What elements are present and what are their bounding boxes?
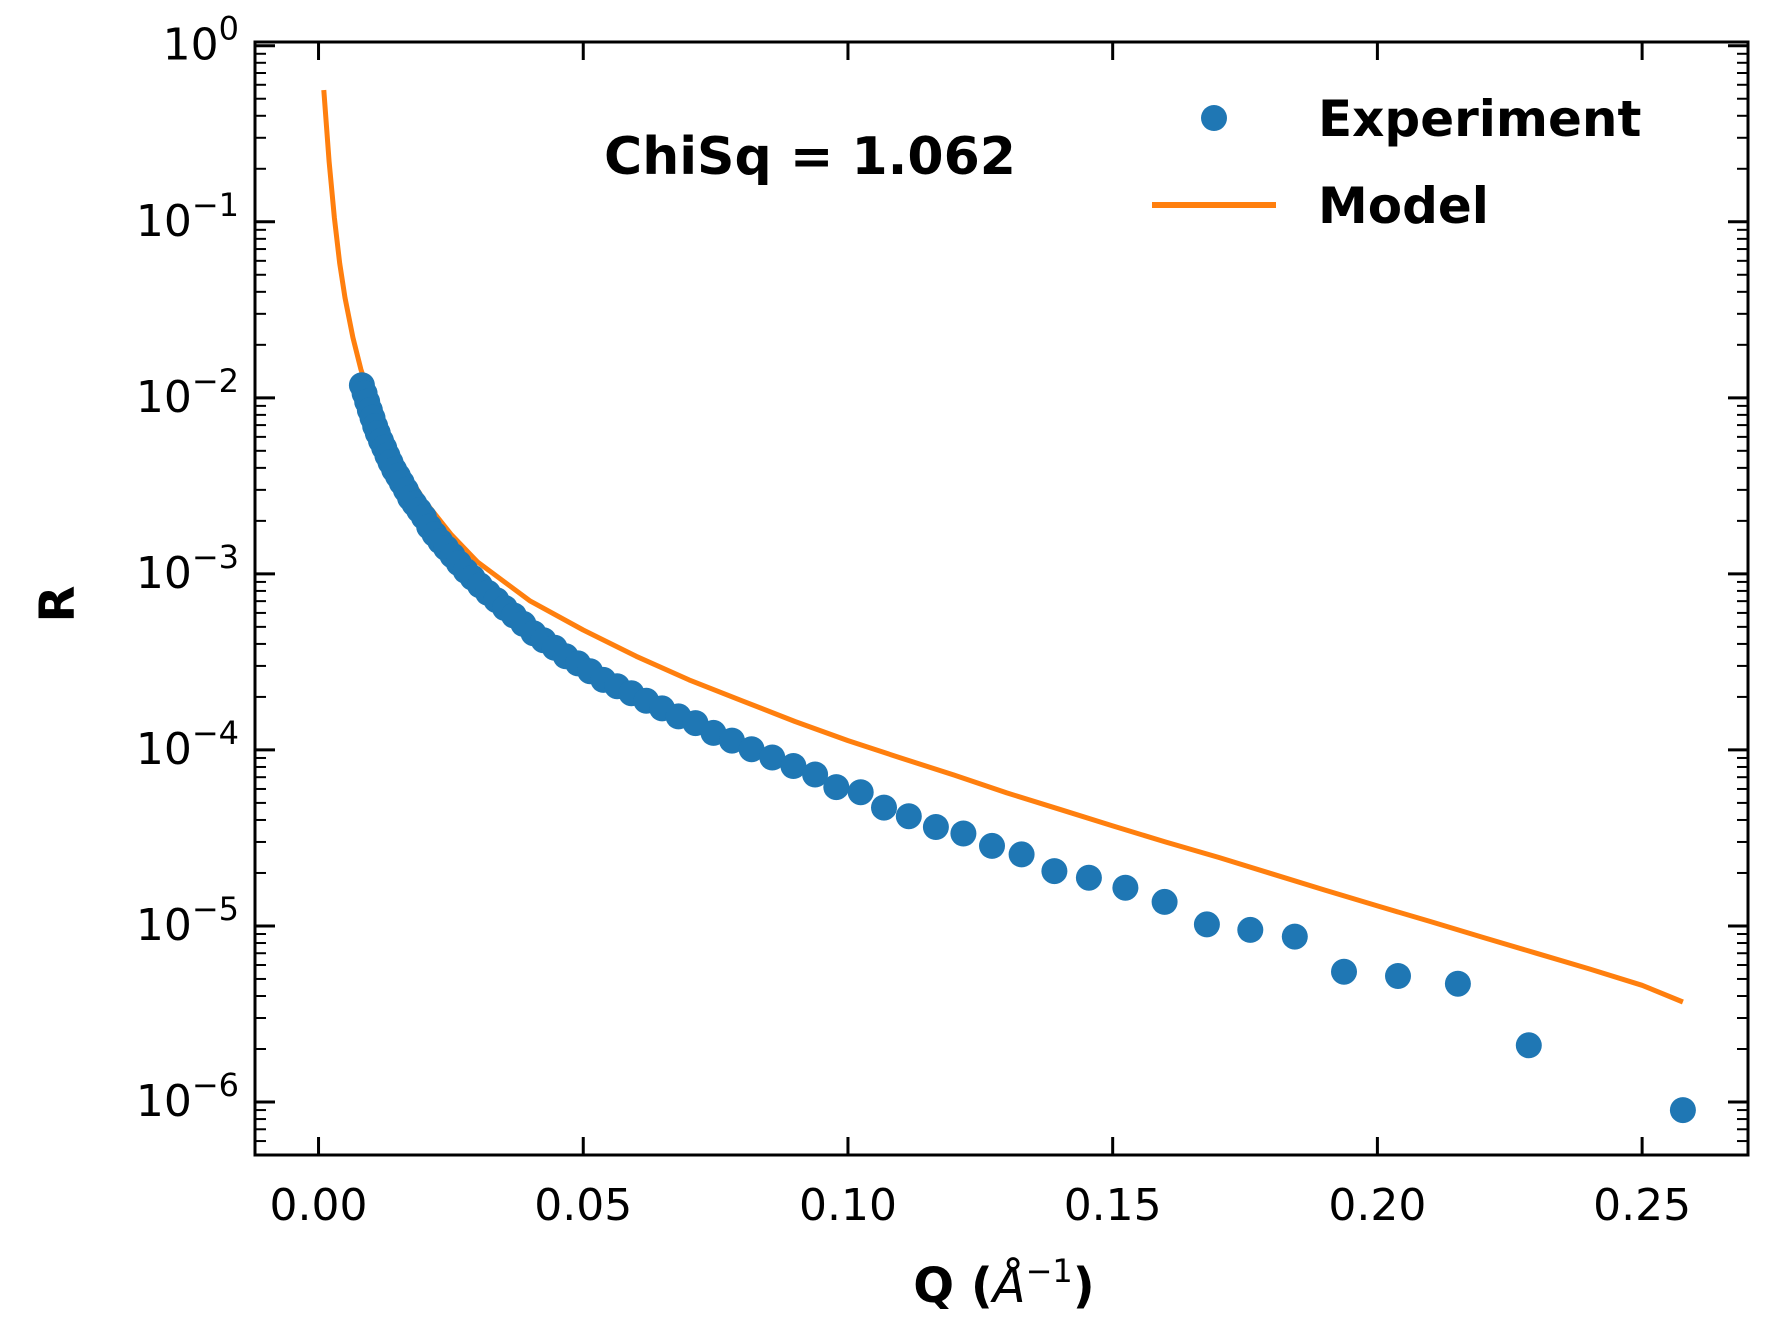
- plot-area: [253, 40, 1750, 1157]
- experiment-point: [922, 814, 949, 840]
- x-tick-label: 0.15: [1064, 1180, 1162, 1231]
- y-tick-label: 10−5: [136, 890, 239, 951]
- y-tick-label: 10−1: [136, 186, 239, 247]
- legend-label-experiment: Experiment: [1318, 90, 1641, 148]
- legend-marker-experiment: [1201, 105, 1227, 131]
- y-tick-label: 100: [163, 10, 239, 71]
- experiment-point: [847, 779, 874, 806]
- x-tick-label: 0.25: [1593, 1180, 1691, 1231]
- experiment-point: [1193, 911, 1220, 938]
- experiment-point: [1281, 923, 1308, 950]
- experiment-point: [1151, 888, 1178, 915]
- experiment-point: [1041, 858, 1068, 885]
- x-axis-title: Q (Å−1): [913, 1252, 1094, 1314]
- y-tick-label: 10−3: [136, 538, 239, 599]
- experiment-point: [1237, 916, 1264, 943]
- y-tick-label: 10−4: [136, 714, 239, 775]
- experiment-point: [1385, 963, 1411, 989]
- y-tick-label: 10−6: [136, 1066, 239, 1127]
- experiment-point: [802, 761, 829, 788]
- experiment-point: [1008, 841, 1035, 868]
- experiment-point: [1669, 1097, 1696, 1124]
- experiment-point: [1331, 958, 1357, 985]
- plot-frame: [253, 40, 1750, 1157]
- experiment-point: [1075, 864, 1102, 891]
- experiment-point: [738, 736, 765, 763]
- x-tick-label: 0.10: [799, 1180, 897, 1231]
- experiment-point: [1112, 874, 1139, 901]
- experiment-point: [1444, 970, 1471, 997]
- axis-ticks: 0.00 0.05 0.10 0.15 0.20 0.25 100 10−1 10−2 10−3 1…: [136, 10, 1748, 1231]
- x-tick-label: 0.00: [270, 1180, 368, 1231]
- experiment-point: [719, 727, 745, 754]
- experiment-point: [871, 794, 897, 821]
- experiment-point: [823, 774, 850, 801]
- experiment-point: [950, 820, 977, 847]
- x-tick-label: 0.05: [534, 1180, 632, 1231]
- experiment-point: [759, 744, 786, 771]
- x-tick-label: 0.20: [1328, 1180, 1426, 1231]
- experiment-point: [1515, 1032, 1542, 1059]
- experiment-point: [780, 753, 807, 779]
- y-axis-title: R: [30, 586, 86, 623]
- chisq-annotation: ChiSq = 1.062: [604, 127, 1016, 187]
- experiment-point: [895, 803, 922, 830]
- legend: Experiment Model: [1152, 90, 1641, 235]
- model-series: [321, 89, 1684, 1005]
- legend-label-model: Model: [1318, 177, 1489, 235]
- experiment-point: [979, 832, 1005, 859]
- experiment-series: [348, 372, 1696, 1124]
- y-tick-label: 10−2: [136, 362, 239, 423]
- model-line: [321, 89, 1684, 1005]
